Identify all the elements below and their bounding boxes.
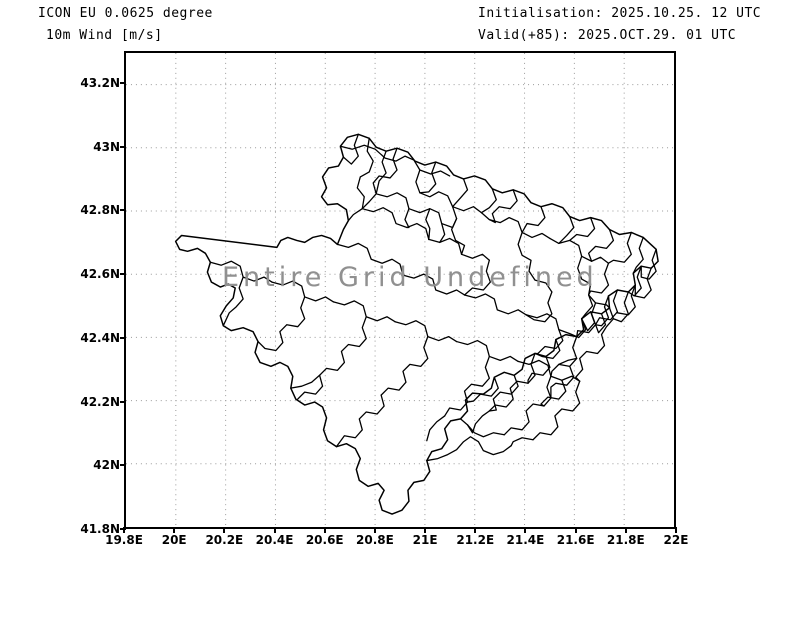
x-axis-tick-label: 21E: [412, 533, 438, 547]
header-valid-time: Valid(+85): 2025.OCT.29. 01 UTC: [478, 28, 737, 43]
y-axis-tick-mark: [120, 209, 126, 212]
y-axis-tick-label: 43.2N: [80, 75, 120, 90]
map-plot-area[interactable]: [124, 51, 676, 529]
x-axis-tick-label: 21.2E: [456, 533, 495, 547]
x-axis-tick-label: 21.8E: [606, 533, 645, 547]
administrative-boundaries: [174, 133, 659, 515]
y-axis-tick-label: 41.8N: [80, 522, 120, 536]
x-axis-tick-mark: [323, 527, 326, 533]
watermark-text: Entire Grid Undefined: [222, 262, 598, 293]
x-axis-tick-mark: [524, 527, 527, 533]
y-axis-labels: 43.2N 43N 42.8N 42.6N 42.4N 42.2N 42N 41.8N: [0, 0, 126, 618]
x-axis-tick-label: 20.8E: [356, 533, 394, 547]
x-axis-tick-mark: [474, 527, 477, 533]
x-axis-tick-mark: [173, 527, 176, 533]
y-axis-tick-label: 43N: [93, 139, 120, 154]
y-axis-tick-label: 42.2N: [80, 394, 120, 409]
x-axis-tick-label: 20.2E: [205, 533, 244, 547]
x-axis-tick-mark: [223, 527, 226, 533]
x-axis-tick-mark: [624, 527, 627, 533]
x-axis-tick-label: 21.6E: [556, 533, 595, 547]
y-axis-tick-label: 42.8N: [80, 203, 120, 218]
x-axis-tick-mark: [273, 527, 276, 533]
x-axis-tick-label: 20.6E: [305, 533, 344, 547]
header-initialisation-time: Initialisation: 2025.10.25. 12 UTC: [478, 6, 762, 21]
y-axis-tick-label: 42.4N: [80, 330, 120, 345]
x-axis-labels: 19.8E 20E 20.2E 20.4E 20.6E 20.8E 21E 21.2E 21.4…: [0, 527, 800, 557]
x-axis-tick-label: 20.4E: [255, 533, 294, 547]
grid-lines: [126, 53, 674, 527]
y-axis-tick-mark: [120, 464, 126, 467]
y-axis-tick-label: 42N: [93, 458, 120, 473]
x-axis-tick-label: 20E: [161, 533, 187, 547]
y-axis-tick-mark: [120, 273, 126, 276]
y-axis-tick-mark: [120, 400, 126, 403]
y-axis-tick-mark: [120, 81, 126, 84]
x-axis-tick-label: 19.8E: [105, 533, 143, 547]
x-axis-tick-mark: [424, 527, 427, 533]
x-axis-tick-mark: [373, 527, 376, 533]
y-axis-tick-mark: [120, 145, 126, 148]
header-model-name: ICON EU 0.0625 degree: [38, 6, 213, 21]
x-axis-tick-mark: [574, 527, 577, 533]
x-axis-tick-mark: [123, 527, 125, 533]
header-parameter: 10m Wind [m/s]: [46, 28, 163, 43]
x-axis-tick-label: 21.4E: [506, 533, 545, 547]
x-axis-tick-label: 22E: [663, 533, 689, 547]
x-axis-tick-mark: [675, 527, 677, 533]
y-axis-tick-label: 42.6N: [80, 267, 120, 282]
y-axis-tick-mark: [120, 336, 126, 339]
